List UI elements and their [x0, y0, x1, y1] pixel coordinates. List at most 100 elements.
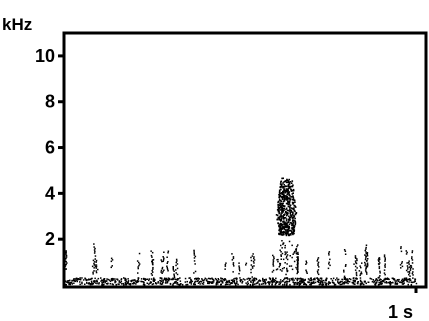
call-speck	[282, 210, 284, 213]
call-speck	[294, 213, 297, 215]
noise-band-speck	[168, 278, 171, 281]
noise-band-speck	[123, 284, 125, 286]
noise-band-speck	[78, 278, 81, 281]
noise-band-speck	[335, 279, 337, 281]
noise-band-speck	[77, 278, 80, 280]
call-speck	[291, 185, 294, 188]
noise-band-speck	[114, 280, 116, 282]
noise-click-speck	[94, 255, 97, 257]
noise-band-speck	[376, 281, 378, 283]
noise-band-speck	[337, 279, 339, 281]
noise-click-speck	[364, 264, 366, 267]
noise-band-speck	[110, 278, 113, 280]
noise-band-speck	[325, 278, 327, 281]
noise-band-speck	[231, 282, 233, 284]
noise-band-speck	[345, 278, 347, 280]
call-speck	[288, 219, 290, 222]
noise-band-speck	[91, 282, 93, 284]
noise-click-speck	[224, 263, 227, 266]
noise-band-speck	[150, 278, 153, 280]
noise-band-speck	[384, 281, 386, 284]
call-speck	[290, 211, 293, 213]
noise-band-speck	[360, 281, 363, 283]
noise-band-speck	[355, 277, 357, 279]
noise-click-speck	[193, 254, 196, 256]
noise-band-speck	[166, 278, 168, 281]
call-speck	[276, 268, 279, 270]
noise-band-speck	[134, 280, 137, 282]
call-speck	[293, 229, 296, 232]
noise-band-speck	[127, 281, 129, 283]
noise-band-speck	[235, 282, 238, 284]
noise-click-speck	[280, 255, 282, 257]
noise-band-speck	[405, 278, 408, 280]
noise-band-speck	[361, 283, 363, 285]
call-speck	[293, 199, 295, 201]
noise-band-speck	[394, 280, 396, 282]
noise-band-speck	[101, 279, 104, 282]
noise-band-speck	[378, 283, 381, 286]
noise-band-speck	[245, 282, 247, 284]
x-tick-label: 1 s	[388, 302, 413, 321]
call-speck	[281, 202, 283, 205]
noise-band-speck	[196, 280, 199, 282]
noise-band-speck	[403, 282, 405, 284]
noise-band-speck	[228, 281, 231, 284]
noise-click-speck	[172, 269, 175, 271]
call-speck	[289, 216, 292, 219]
noise-band-speck	[199, 280, 202, 283]
noise-band-speck	[112, 279, 114, 281]
noise-band-speck	[343, 278, 346, 280]
noise-band-speck	[329, 282, 331, 284]
noise-band-speck	[197, 279, 199, 281]
noise-band-speck	[360, 282, 362, 285]
noise-band-speck	[293, 279, 295, 281]
noise-click-speck	[175, 264, 177, 267]
call-speck	[290, 190, 293, 192]
call-speck	[282, 186, 285, 188]
call-speck	[286, 203, 289, 205]
noise-click-speck	[162, 256, 164, 258]
noise-click-speck	[193, 252, 195, 255]
noise-click-speck	[364, 261, 366, 264]
call-speck	[292, 197, 295, 199]
noise-band-speck	[119, 281, 122, 284]
call-speck	[277, 216, 280, 219]
noise-click-speck	[365, 265, 368, 267]
noise-band-speck	[197, 282, 200, 284]
noise-click-speck	[175, 261, 177, 264]
noise-band-speck	[375, 282, 377, 285]
noise-band-speck	[164, 279, 166, 281]
noise-band-speck	[118, 283, 120, 285]
noise-band-speck	[220, 280, 222, 282]
noise-band-speck	[343, 283, 345, 285]
call-speck	[285, 218, 288, 220]
call-speck	[278, 229, 280, 232]
noise-band-speck	[236, 277, 238, 280]
noise-band-speck	[85, 279, 87, 282]
noise-band-speck	[297, 282, 300, 284]
call-speck	[289, 233, 292, 235]
noise-click-speck	[384, 258, 386, 261]
call-speck	[279, 230, 281, 232]
noise-band-speck	[127, 278, 129, 280]
noise-band-speck	[190, 281, 192, 283]
noise-band-speck	[320, 277, 323, 279]
noise-band-speck	[383, 279, 385, 282]
noise-click-speck	[167, 270, 169, 272]
noise-band-speck	[337, 281, 339, 284]
noise-click-speck	[162, 271, 164, 273]
noise-click-speck	[193, 272, 195, 274]
noise-band-speck	[165, 278, 168, 280]
noise-band-speck	[413, 281, 415, 283]
noise-band-speck	[402, 280, 405, 282]
noise-band-speck	[75, 277, 78, 280]
noise-band-speck	[307, 278, 310, 280]
noise-band-speck	[357, 281, 360, 283]
noise-click-speck	[379, 272, 381, 274]
noise-band-speck	[261, 283, 263, 285]
noise-band-speck	[81, 281, 83, 284]
noise-click-speck	[93, 262, 95, 265]
call-speck	[291, 256, 293, 259]
call-speck	[291, 193, 294, 195]
